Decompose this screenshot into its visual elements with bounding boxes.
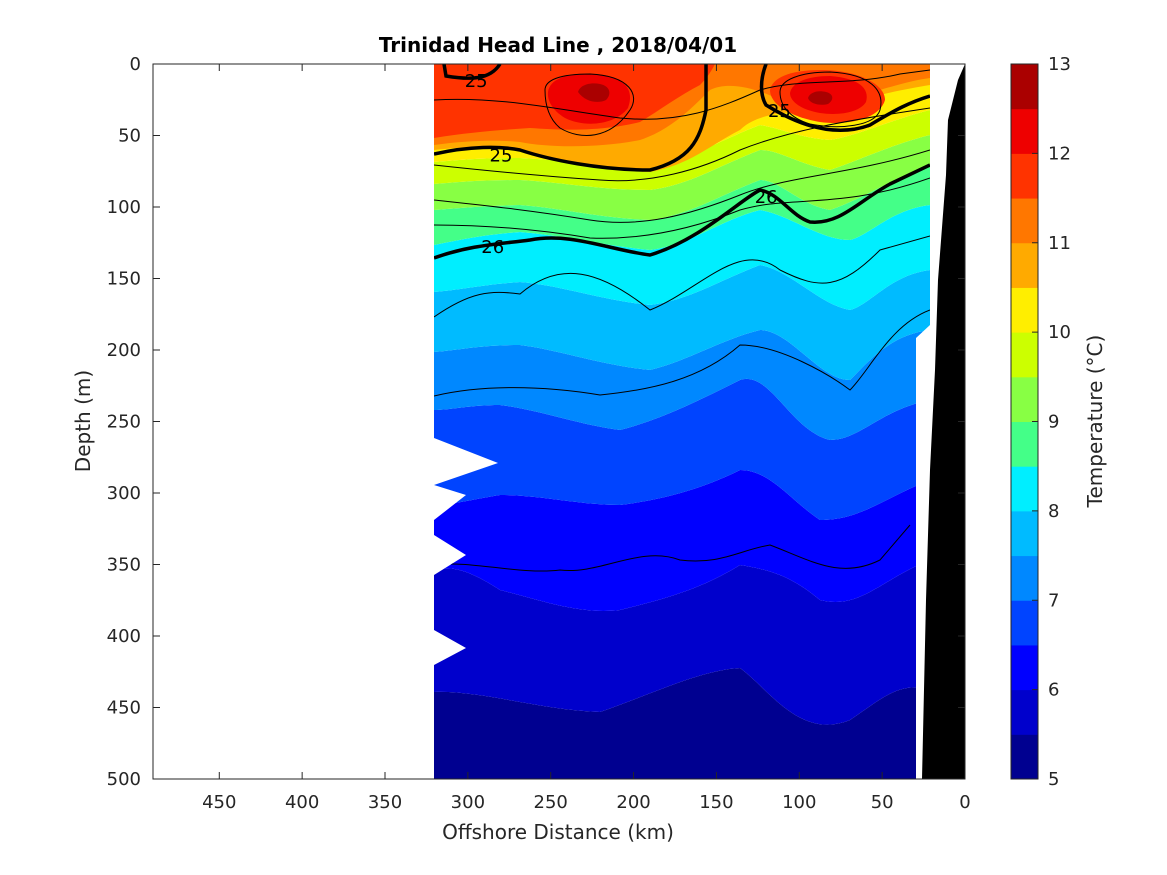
contour-label: 26: [755, 187, 778, 208]
contour-thick-25: [434, 64, 708, 172]
y-tick-label: 400: [107, 626, 141, 647]
temperature-band: [434, 110, 930, 190]
colorbar-tick-label: 13: [1048, 54, 1071, 75]
contour-thick-26: [434, 163, 930, 260]
colorbar-band: [1011, 376, 1038, 422]
x-axis-ticks: 450 400 350 300 250 200 150 100 50 0: [202, 64, 971, 813]
colorbar-band: [1011, 510, 1038, 557]
chart-title: Trinidad Head Line , 2018/04/01: [379, 33, 737, 57]
y-tick-label: 100: [107, 197, 141, 218]
colorbar-tick-label: 10: [1048, 322, 1071, 343]
x-tick-label: 450: [202, 792, 236, 813]
contour-label: 25: [768, 101, 791, 122]
contour-label: 26: [481, 237, 504, 258]
contour-lines: [434, 64, 930, 572]
contour-label: 25: [465, 71, 488, 92]
temperature-band: [434, 265, 930, 380]
y-tick-label: 450: [107, 698, 141, 719]
colorbar-tick-label: 7: [1048, 590, 1059, 611]
temperature-band: [808, 91, 833, 105]
temperature-band: [434, 205, 930, 310]
x-tick-label: 400: [285, 792, 319, 813]
colorbar-band: [1011, 555, 1038, 601]
y-tick-label: 350: [107, 555, 141, 576]
colorbar-band: [1011, 198, 1038, 244]
plot-area: 25 25 25 26 26: [152, 63, 966, 780]
colorbar-band: [1011, 689, 1038, 735]
x-axis-label: Offshore Distance (km): [442, 820, 674, 844]
y-tick-label: 200: [107, 340, 141, 361]
x-tick-label: 0: [959, 792, 970, 813]
contour-thin: [544, 73, 635, 136]
x-tick-label: 300: [451, 792, 485, 813]
y-tick-label: 0: [130, 54, 141, 75]
y-tick-label: 150: [107, 269, 141, 290]
colorbar-band: [1011, 108, 1038, 154]
contour-thick-25c: [759, 64, 930, 133]
colorbar-band: [1011, 153, 1038, 199]
colorbar-band: [1011, 287, 1038, 333]
contour-thin: [434, 149, 930, 223]
y-tick-label: 250: [107, 412, 141, 433]
colorbar-label: Temperature (°C): [1083, 335, 1107, 509]
contour-thin: [434, 69, 930, 120]
contour-label: 25: [490, 146, 513, 167]
y-tick-label: 500: [107, 769, 141, 790]
temperature-field: [434, 64, 930, 779]
contour-thin: [434, 309, 930, 397]
x-tick-label: 150: [699, 792, 733, 813]
colorbar-tick-label: 8: [1048, 501, 1059, 522]
temperature-band: [434, 135, 930, 220]
temperature-band: [434, 330, 930, 440]
y-axis-ticks: 0 50 100 150 200 250 300 350 400 450 500: [107, 54, 965, 790]
x-tick-label: 350: [368, 792, 402, 813]
colorbar-band: [1011, 600, 1038, 646]
colorbar-tick-label: 11: [1048, 233, 1071, 254]
contour-thin: [434, 235, 930, 318]
contour-thin: [434, 524, 911, 572]
contour-thin: [434, 177, 930, 239]
colorbar-tick-label: 6: [1048, 680, 1059, 701]
colorbar-tick-label: 5: [1048, 769, 1059, 790]
temperature-band: [434, 470, 930, 611]
colorbar-bands: [1011, 64, 1038, 780]
bathymetry-shape: [922, 64, 965, 779]
temperature-band: [578, 83, 610, 102]
x-tick-label: 250: [534, 792, 568, 813]
temperature-band: [434, 378, 930, 520]
temperature-band: [434, 165, 930, 250]
y-axis-label: Depth (m): [71, 370, 95, 472]
contour-thin: [779, 71, 882, 128]
x-tick-label: 100: [782, 792, 816, 813]
colorbar-tick-label: 9: [1048, 412, 1059, 433]
colorbar-ticks: 5 6 7 8 9 10 11 12 13: [1032, 54, 1071, 790]
temperature-band: [434, 668, 930, 779]
colorbar-band: [1011, 734, 1038, 780]
colorbar: 5 6 7 8 9 10 11 12 13 Temperature (°C): [1010, 54, 1107, 790]
contour-thick-25b: [442, 64, 502, 80]
colorbar-band: [1011, 466, 1038, 512]
colorbar-band: [1011, 242, 1038, 288]
x-tick-label: 200: [616, 792, 650, 813]
colorbar-band: [1011, 644, 1038, 691]
colorbar-tick-label: 12: [1048, 143, 1071, 164]
temperature-band: [434, 560, 930, 725]
colorbar-band: [1011, 332, 1038, 378]
contour-thin: [434, 107, 930, 182]
y-tick-label: 50: [118, 126, 141, 147]
contour-labels: 25 25 25 26 26: [465, 71, 791, 258]
colorbar-band: [1011, 64, 1038, 110]
colorbar-band: [1011, 421, 1038, 467]
y-tick-label: 300: [107, 483, 141, 504]
x-tick-label: 50: [871, 792, 894, 813]
